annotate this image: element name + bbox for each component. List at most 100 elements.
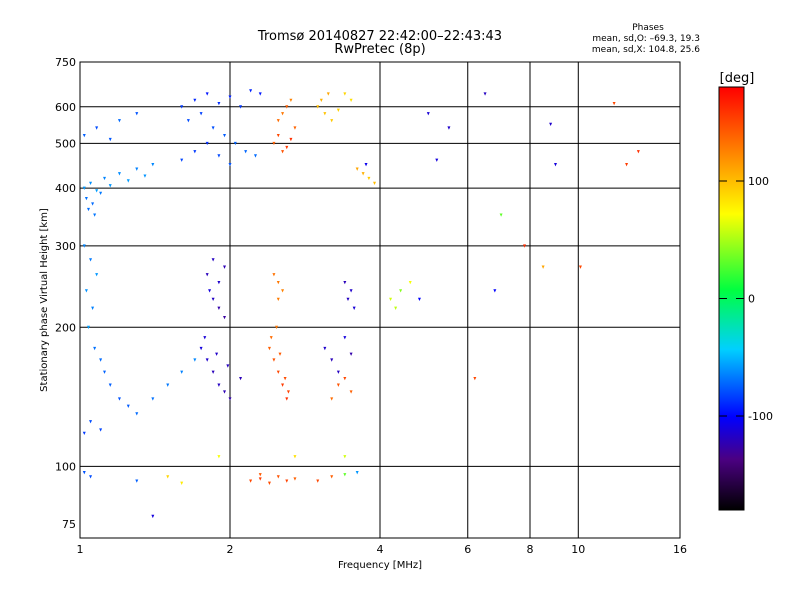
data-point — [343, 455, 347, 459]
data-point — [408, 281, 412, 285]
data-point — [293, 126, 297, 130]
data-point — [82, 186, 86, 190]
data-point — [108, 383, 112, 387]
data-point — [343, 473, 347, 477]
data-point — [343, 336, 347, 340]
data-point — [223, 390, 227, 394]
data-point — [126, 404, 130, 408]
colorbar-ticks: 100 0 -100 — [719, 175, 773, 423]
data-point — [95, 273, 99, 277]
data-point — [323, 346, 327, 351]
data-point — [117, 397, 121, 401]
data-point — [276, 370, 280, 374]
x-tick-label: 10 — [571, 543, 585, 556]
data-point — [435, 158, 439, 162]
data-point — [99, 191, 103, 196]
data-point — [82, 471, 86, 475]
data-point — [166, 383, 170, 387]
y-tick-label: 600 — [55, 101, 76, 114]
data-point — [352, 306, 356, 310]
data-point — [343, 376, 347, 381]
data-point — [316, 479, 320, 483]
stats-heading: Phases — [632, 23, 664, 33]
data-point — [336, 383, 340, 387]
data-point — [373, 181, 377, 186]
data-point — [286, 390, 290, 394]
data-point — [281, 112, 285, 116]
data-point — [228, 397, 232, 401]
data-point — [275, 325, 279, 330]
data-point — [499, 213, 503, 217]
data-point — [253, 154, 257, 158]
data-point — [636, 150, 640, 154]
data-point — [272, 141, 276, 146]
data-point — [217, 154, 221, 158]
data-point — [293, 455, 297, 459]
data-point — [330, 397, 334, 401]
data-point — [281, 383, 285, 387]
data-point — [211, 370, 215, 374]
y-tick-label: 100 — [55, 460, 76, 473]
y-tick-labels: 75 100 200 300 400 500 600 750 — [55, 56, 76, 531]
data-point — [367, 176, 371, 181]
x-tick-label: 6 — [464, 543, 471, 556]
data-point — [249, 479, 253, 483]
data-point — [281, 289, 285, 293]
data-point — [417, 297, 421, 302]
data-point — [336, 370, 340, 374]
data-point — [355, 167, 359, 171]
data-point — [343, 92, 347, 96]
data-point — [276, 281, 280, 285]
data-point — [205, 273, 209, 277]
data-point — [217, 455, 221, 459]
data-point — [267, 346, 271, 351]
data-point — [199, 346, 203, 351]
data-point — [285, 145, 289, 150]
data-point — [233, 141, 237, 146]
data-point — [84, 196, 88, 201]
data-point — [89, 420, 93, 424]
data-point — [126, 179, 130, 183]
data-point — [355, 471, 359, 475]
data-point — [389, 297, 393, 302]
data-point — [205, 92, 209, 96]
data-point — [89, 475, 93, 479]
data-point — [203, 336, 207, 340]
data-point — [293, 477, 297, 481]
data-point — [349, 352, 353, 356]
data-point — [84, 289, 88, 293]
data-point — [473, 376, 477, 381]
data-point — [258, 92, 262, 96]
data-point — [223, 315, 227, 320]
stats-line-x: mean, sd,X: 104.8, 25.6 — [592, 45, 700, 55]
data-point — [89, 258, 93, 262]
data-point — [199, 112, 203, 116]
data-point — [394, 306, 398, 310]
data-point — [143, 174, 147, 178]
data-point — [625, 163, 629, 167]
data-point — [91, 202, 95, 206]
data-point — [239, 376, 243, 381]
data-point — [211, 126, 215, 130]
data-point — [553, 163, 557, 167]
data-point — [267, 481, 271, 485]
data-point — [223, 134, 227, 138]
data-point — [285, 479, 289, 483]
data-point — [612, 101, 616, 106]
data-point — [228, 163, 232, 167]
data-point — [193, 98, 197, 103]
data-point — [276, 475, 280, 479]
data-point — [239, 105, 243, 109]
data-point — [135, 412, 139, 416]
data-point — [86, 207, 90, 212]
data-point — [244, 150, 248, 154]
data-point — [99, 428, 103, 432]
data-point — [103, 176, 107, 181]
data-point — [180, 158, 184, 162]
data-point — [82, 244, 86, 248]
y-axis-label: Stationary phase Virtual Height [km] — [39, 208, 50, 392]
data-point — [258, 477, 262, 481]
data-point — [330, 358, 334, 362]
data-point — [193, 150, 197, 154]
data-point — [217, 101, 221, 106]
